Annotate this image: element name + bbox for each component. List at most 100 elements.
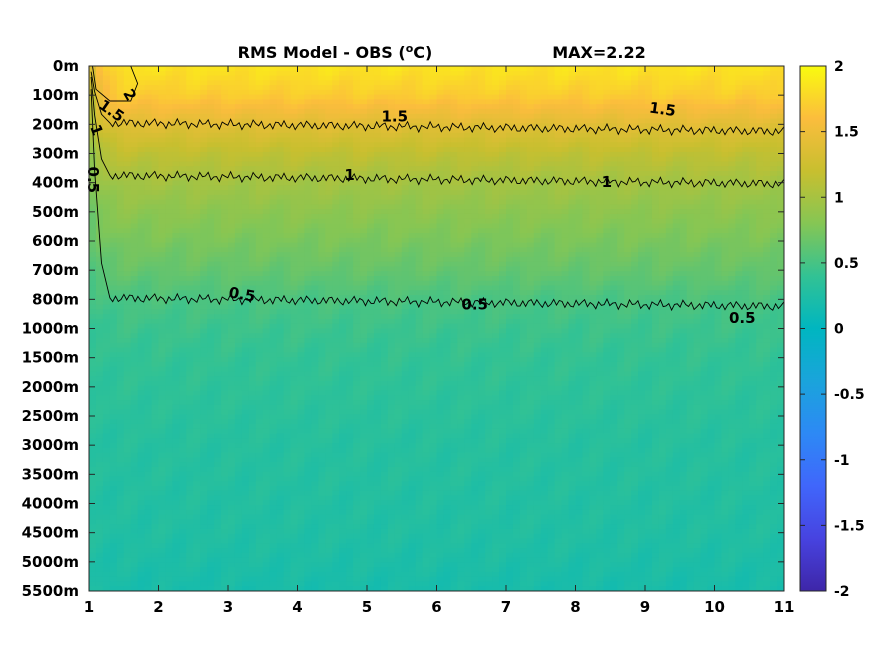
heatmap-cell: [137, 299, 146, 306]
heatmap-cell: [596, 256, 604, 263]
heatmap-cell: [367, 252, 375, 258]
heatmap-cell: [367, 99, 375, 105]
heatmap-cell: [339, 175, 347, 182]
heatmap-cell: [95, 108, 104, 115]
heatmap-cell: [582, 228, 590, 234]
heatmap-cell: [763, 171, 771, 177]
heatmap-cell: [721, 213, 729, 220]
heatmap-cell: [290, 266, 299, 272]
heatmap-cell: [367, 94, 375, 101]
heatmap-cell: [158, 132, 167, 139]
heatmap-cell: [506, 252, 514, 258]
heatmap-cell: [269, 185, 278, 191]
heatmap-cell: [276, 118, 285, 124]
heatmap-cell: [686, 175, 695, 182]
heatmap-cell: [728, 66, 736, 72]
heatmap-cell: [631, 266, 639, 272]
heatmap-cell: [130, 70, 139, 77]
heatmap-cell: [408, 80, 417, 86]
heatmap-cell: [415, 147, 424, 153]
heatmap-cell: [380, 118, 389, 124]
heatmap-cell: [582, 118, 590, 124]
heatmap-cell: [436, 256, 445, 263]
heatmap-cell: [707, 89, 716, 96]
heatmap-cell: [589, 75, 597, 81]
heatmap-cell: [512, 66, 521, 72]
heatmap-cell: [756, 99, 764, 105]
heatmap-cell: [95, 271, 104, 277]
heatmap-cell: [172, 228, 180, 234]
heatmap-cell: [686, 218, 695, 225]
heatmap-cell: [283, 204, 292, 210]
heatmap-cell: [686, 199, 695, 206]
heatmap-cell: [346, 151, 354, 158]
heatmap-cell: [450, 108, 458, 115]
heatmap-cell: [457, 204, 465, 210]
heatmap-cell: [373, 185, 382, 191]
heatmap-cell: [540, 137, 549, 143]
heatmap-cell: [276, 137, 285, 143]
heatmap-cell: [228, 175, 236, 182]
heatmap-cell: [596, 290, 604, 296]
heatmap-cell: [756, 113, 764, 120]
heatmap-cell: [693, 70, 702, 77]
heatmap-cell: [672, 85, 681, 91]
heatmap-cell: [575, 75, 584, 81]
heatmap-cell: [777, 70, 784, 77]
heatmap-cell: [596, 204, 604, 210]
heatmap-cell: [540, 199, 549, 206]
heatmap-cell: [749, 237, 757, 244]
heatmap-cell: [429, 199, 438, 206]
heatmap-cell: [686, 108, 695, 115]
heatmap-cell: [387, 89, 396, 96]
heatmap-cell: [624, 80, 632, 86]
heatmap-cell: [408, 261, 417, 268]
heatmap-cell: [707, 247, 716, 253]
heatmap-cell: [749, 285, 757, 291]
heatmap-cell: [596, 295, 604, 301]
heatmap-cell: [158, 276, 167, 282]
heatmap-cell: [95, 256, 104, 263]
heatmap-cell: [172, 285, 180, 291]
heatmap-cell: [234, 271, 243, 277]
heatmap-cell: [283, 175, 292, 182]
heatmap-cell: [332, 256, 340, 263]
heatmap-cell: [269, 99, 278, 105]
heatmap-cell: [575, 223, 584, 229]
heatmap-cell: [429, 223, 438, 229]
heatmap-cell: [158, 70, 167, 77]
heatmap-cell: [742, 190, 750, 196]
heatmap-cell: [617, 256, 625, 263]
heatmap-cell: [624, 123, 632, 129]
heatmap-cell: [408, 171, 417, 177]
heatmap-cell: [429, 123, 438, 129]
heatmap-cell: [464, 271, 472, 277]
heatmap-cell: [387, 161, 396, 167]
heatmap-cell: [749, 70, 757, 77]
heatmap-cell: [241, 85, 250, 91]
heatmap-cell: [749, 132, 757, 139]
heatmap-cell: [360, 147, 368, 153]
heatmap-cell: [228, 290, 236, 296]
heatmap-cell: [89, 276, 97, 282]
heatmap-cell: [401, 118, 410, 124]
heatmap-cell: [144, 285, 153, 291]
heatmap-cell: [172, 271, 180, 277]
heatmap-cell: [777, 256, 784, 263]
heatmap-cell: [756, 108, 764, 115]
heatmap-cell: [269, 132, 278, 139]
heatmap-cell: [617, 209, 625, 215]
heatmap-cell: [318, 185, 326, 191]
heatmap-cell: [234, 161, 243, 167]
heatmap-cell: [228, 285, 236, 291]
heatmap-cell: [645, 89, 653, 96]
heatmap-cell: [255, 104, 264, 110]
heatmap-cell: [693, 94, 702, 101]
heatmap-cell: [325, 209, 333, 215]
heatmap-cell: [610, 75, 618, 81]
heatmap-cell: [457, 175, 465, 182]
heatmap-cell: [290, 171, 299, 177]
heatmap-cell: [165, 256, 173, 263]
heatmap-cell: [158, 280, 167, 287]
heatmap-cell: [353, 137, 361, 143]
